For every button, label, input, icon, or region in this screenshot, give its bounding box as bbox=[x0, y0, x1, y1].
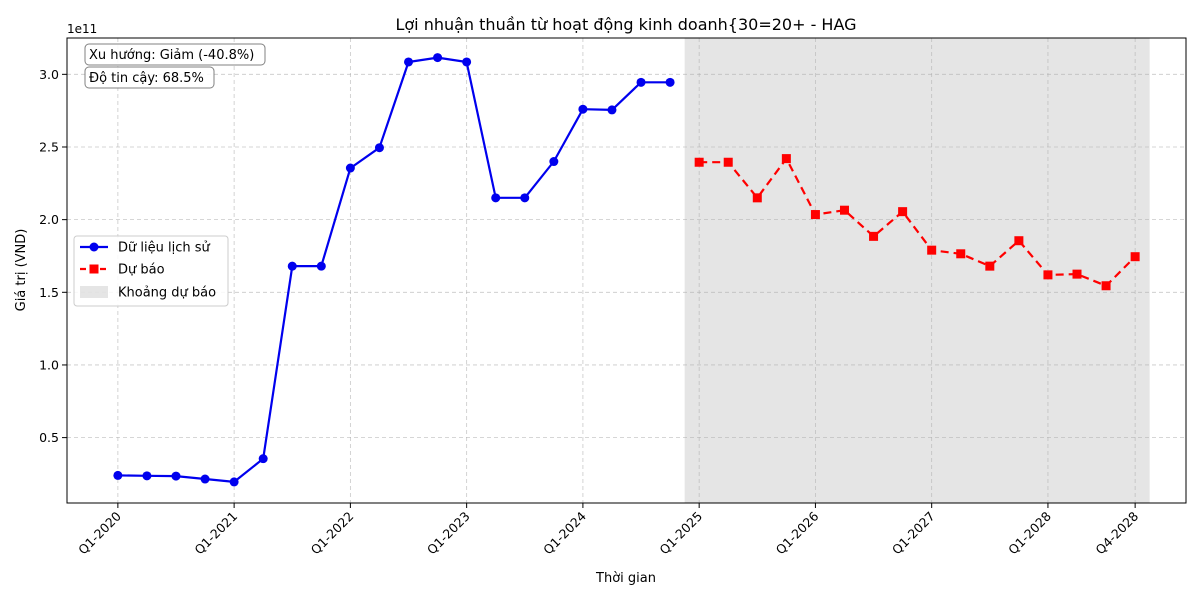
x-tick-label: Q1-2024 bbox=[540, 508, 589, 557]
legend-label: Dự báo bbox=[118, 263, 165, 278]
x-axis-label: Thời gian bbox=[595, 571, 656, 586]
data-point bbox=[694, 157, 704, 167]
data-point bbox=[404, 57, 414, 67]
data-point bbox=[1130, 252, 1140, 262]
data-point bbox=[258, 454, 268, 464]
annotation-text: Xu hướng: Giảm (-40.8%) bbox=[89, 48, 254, 63]
data-point bbox=[316, 261, 326, 271]
data-point bbox=[1072, 269, 1082, 279]
x-tick-label: Q1-2023 bbox=[424, 509, 473, 558]
annotation-layer: Xu hướng: Giảm (-40.8%) Độ tin cậy: 68.5% bbox=[84, 43, 266, 89]
data-point bbox=[229, 477, 239, 487]
annotation-text: Độ tin cậy: 68.5% bbox=[89, 71, 204, 86]
data-point bbox=[462, 57, 472, 67]
legend-label: Dữ liệu lịch sử bbox=[118, 241, 210, 256]
data-point bbox=[781, 154, 791, 164]
data-point bbox=[956, 249, 966, 259]
legend-box bbox=[73, 235, 229, 307]
series-layer bbox=[113, 53, 1140, 487]
data-point bbox=[142, 471, 152, 481]
legend-label: Khoảng dự báo bbox=[118, 286, 216, 301]
data-point bbox=[200, 474, 210, 484]
forecast-band bbox=[684, 38, 1150, 503]
data-point bbox=[723, 157, 733, 167]
legend: Dữ liệu lịch sử Dự báo Khoảng dự báo bbox=[73, 235, 229, 307]
x-tick-label: Q1-2026 bbox=[773, 508, 822, 557]
y-tick-label: 1.0 bbox=[39, 357, 59, 372]
legend-swatch-marker bbox=[89, 242, 99, 252]
forecast-band-layer bbox=[684, 38, 1150, 503]
y-axis-scale-label: 1e11 bbox=[67, 22, 97, 36]
data-point bbox=[810, 210, 820, 220]
x-tick-label: Q4-2028 bbox=[1092, 508, 1141, 557]
grid-layer bbox=[67, 38, 1186, 503]
x-tick-label: Q1-2028 bbox=[1005, 508, 1054, 557]
data-point bbox=[549, 157, 559, 167]
data-point bbox=[345, 163, 355, 173]
y-axis-label: Giá trị (VND) bbox=[14, 229, 29, 312]
x-tick-label: Q1-2027 bbox=[889, 509, 938, 558]
x-tick-label: Q1-2022 bbox=[308, 509, 357, 558]
series-line-1 bbox=[117, 56, 671, 483]
x-tick-label: Q1-2025 bbox=[656, 509, 705, 558]
y-tick-label: 1.5 bbox=[39, 285, 59, 300]
legend-swatch-band bbox=[80, 286, 108, 298]
data-point bbox=[578, 104, 588, 114]
data-point bbox=[1043, 270, 1053, 280]
annotation-box bbox=[84, 43, 266, 66]
data-point bbox=[1014, 236, 1024, 246]
data-point bbox=[491, 193, 501, 203]
y-tick-label: 3.0 bbox=[39, 67, 59, 82]
data-point bbox=[869, 231, 879, 241]
legend-swatch-marker bbox=[89, 264, 99, 274]
data-point bbox=[374, 143, 384, 153]
y-tick-label: 0.5 bbox=[39, 430, 59, 445]
data-point bbox=[636, 77, 646, 87]
data-point bbox=[113, 470, 123, 480]
y-tick-label: 2.5 bbox=[39, 139, 59, 154]
y-tick-label: 2.0 bbox=[39, 212, 59, 227]
data-point bbox=[520, 193, 530, 203]
data-point bbox=[985, 261, 995, 271]
data-point bbox=[898, 207, 908, 217]
data-point bbox=[839, 205, 849, 215]
data-point bbox=[927, 245, 937, 255]
data-point bbox=[433, 53, 443, 63]
series-line-2 bbox=[699, 157, 1136, 287]
data-point bbox=[607, 105, 617, 115]
axes-frame bbox=[66, 37, 1187, 504]
chart-title: Lợi nhuận thuần từ hoạt động kinh doanh{… bbox=[395, 15, 856, 34]
annotation-box bbox=[84, 66, 215, 89]
data-point bbox=[1101, 281, 1111, 291]
data-point bbox=[665, 77, 675, 87]
data-point bbox=[752, 193, 762, 203]
x-tick-label: Q1-2020 bbox=[75, 508, 124, 557]
data-point bbox=[287, 261, 297, 271]
data-point bbox=[171, 471, 181, 481]
x-tick-label: Q1-2021 bbox=[191, 509, 240, 558]
